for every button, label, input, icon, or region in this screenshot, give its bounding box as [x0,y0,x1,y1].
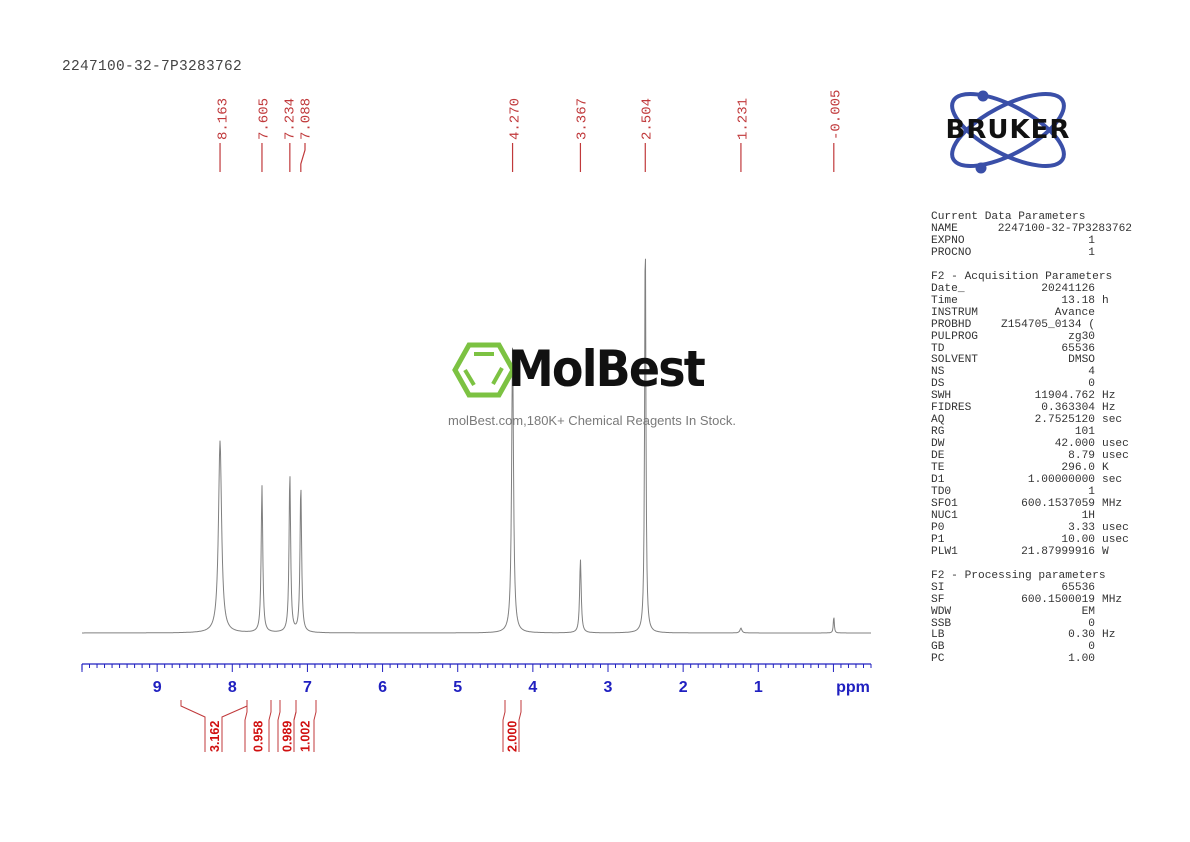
param-row: DW 42.000 usec [931,438,1129,451]
param-row: PULPROG zg30 [931,330,1095,343]
param-row: DS 0 [931,378,1095,391]
param-row: P0 3.33 usec [931,521,1129,534]
molbest-watermark: MolBest molBest.com,180K+ Chemical Reage… [448,340,748,435]
param-row: DE 8.79 usec [931,450,1129,463]
params-section-current: Current Data Parameters NAME 2247100-32-7P… [931,211,1139,260]
sample-title: 2247100-32-7P3283762 [62,59,243,75]
axis-tick-label: 6 [378,679,387,696]
param-row: AQ 2.7525120 sec [931,414,1123,427]
integral-region: 1.002 [293,700,317,752]
svg-text:7.234: 7.234 [283,98,299,140]
param-row: PLW1 21.87999916 W [931,545,1109,558]
peak-label: -0.005 [829,90,845,172]
param-row: LB 0.30 Hz [931,629,1116,642]
param-row: SSB 0 [931,617,1095,630]
param-row: PC 1.00 [931,653,1095,666]
peak-label: 7.088 [299,98,315,172]
params-heading: F2 - Processing parameters [931,569,1106,582]
axis-tick-label: 9 [153,679,162,696]
axis-unit-label: ppm [836,679,870,696]
param-row: Time 13.18 h [931,294,1109,307]
axis-tick-label: 2 [679,679,688,696]
svg-text:2.504: 2.504 [640,98,656,140]
param-row: Date_ 20241126 [931,282,1095,295]
benzene-icon [452,342,516,398]
param-row: P1 10.00 usec [931,533,1129,546]
param-row: SWH 11904.762 Hz [931,390,1116,403]
axis-tick-label: 5 [453,679,462,696]
molbest-brand: MolBest [508,340,706,398]
peak-label: 8.163 [216,98,232,172]
peak-label: 7.605 [257,98,273,172]
param-row: SI 65536 [931,581,1095,594]
integral-region: 2.000 [502,700,522,752]
param-row: SFO1 600.1537059 MHz [931,497,1123,510]
param-row: PROBHD Z154705_0134 ( [931,318,1095,331]
peak-label: 4.270 [508,98,524,172]
params-heading: F2 - Acquisition Parameters [931,270,1113,283]
svg-text:3.367: 3.367 [575,98,591,140]
svg-text:8.163: 8.163 [216,98,232,140]
params-heading: Current Data Parameters [931,211,1086,223]
axis-tick-label: 1 [754,679,763,696]
param-row: SF 600.1500019 MHz [931,593,1123,606]
svg-text:-0.005: -0.005 [829,90,845,140]
param-row: D1 1.00000000 sec [931,474,1123,487]
param-row: TD0 1 [931,485,1095,498]
svg-text:7.088: 7.088 [299,98,315,140]
param-row: NAME 2247100-32-7P3283762 [931,222,1132,235]
integral-regions: 3.162 0.958 0.989 1.002 2.000 [180,700,522,752]
params-section-processing: F2 - Processing parameters SI 65536 SF 600.1… [931,569,1139,667]
svg-text:2.000: 2.000 [506,721,520,752]
param-row: NUC1 1H [931,509,1095,522]
param-row: RG 101 [931,426,1095,439]
peak-label: 7.234 [283,98,299,172]
param-row: NS 4 [931,366,1095,379]
molbest-tagline: molBest.com,180K+ Chemical Reagents In S… [448,413,736,428]
param-row: TD 65536 [931,342,1095,355]
param-row: EXPNO 1 [931,234,1095,247]
axis-tick-label: 4 [528,679,537,696]
param-row: GB 0 [931,641,1095,654]
spectrum-trace [82,258,871,634]
peak-label: 2.504 [640,98,656,172]
svg-text:3.162: 3.162 [208,721,222,752]
param-row: FIDRES 0.363304 Hz [931,402,1116,415]
svg-text:1.231: 1.231 [736,98,752,140]
svg-text:7.605: 7.605 [257,98,273,140]
param-row: TE 296.0 K [931,462,1109,475]
param-row: PROCNO 1 [931,246,1095,259]
param-row: INSTRUM Avance [931,306,1095,319]
axis-tick-label: 3 [604,679,613,696]
svg-text:0.958: 0.958 [252,721,266,752]
atom-orbit-icon: BRUKER [946,90,1071,174]
parameters-panel: Current Data Parameters NAME 2247100-32-7P… [931,211,1139,678]
axis-tick-label: 7 [303,679,312,696]
svg-text:BRUKER: BRUKER [946,115,1071,145]
svg-text:1.002: 1.002 [299,721,313,752]
integral-region: 0.989 [277,700,297,752]
axis-tick-label: 8 [228,679,237,696]
peak-labels: 8.163 7.605 7.234 7.088 4.270 3.367 2.504 1.231… [216,90,845,172]
param-row: WDW EM [931,605,1095,618]
params-section-acquisition: F2 - Acquisition Parameters Date_ 20241126… [931,270,1139,559]
integral-region: 0.958 [244,700,272,752]
integral-region: 3.162 [180,700,248,752]
svg-text:0.989: 0.989 [281,721,295,752]
peak-label: 1.231 [736,98,752,172]
param-row: SOLVENT DMSO [931,354,1095,367]
bruker-logo: BRUKER [922,84,1094,176]
svg-text:4.270: 4.270 [508,98,524,140]
peak-label: 3.367 [575,98,591,172]
ppm-axis: 9 8 7 6 5 4 3 2 1 ppm [81,663,872,696]
